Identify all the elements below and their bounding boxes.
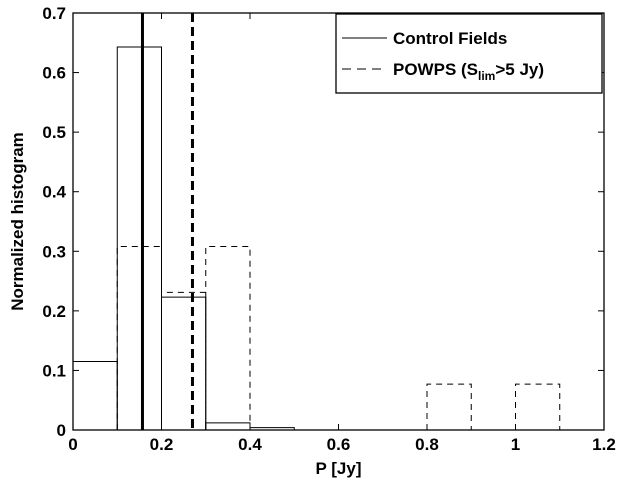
y-tick-label-0: 0: [57, 421, 66, 440]
x-tick-label-1: 0.2: [150, 435, 174, 454]
legend-box: [335, 13, 603, 94]
y-tick-label-3: 0.3: [42, 242, 66, 261]
x-tick-label-0: 0: [68, 435, 77, 454]
legend-label-powps: POWPS (Slim>5 Jy): [393, 60, 544, 83]
x-tick-label-4: 0.8: [415, 435, 439, 454]
legend-label-control-fields: Control Fields: [393, 29, 507, 48]
hist-bar-s0-b1: [116, 46, 162, 430]
axis-ticks: 0 0.2 0.4 0.6 0.8 1 1.2 0 0.1 0.2 0.3 0.4 0.5 0.6 0.7: [42, 4, 615, 454]
hist-bar-s1-b3: [205, 246, 251, 430]
hist-bar-s1-b8: [426, 383, 472, 430]
y-tick-label-7: 0.7: [42, 4, 66, 23]
legend: Control Fields POWPS (Slim>5 Jy): [335, 13, 603, 94]
median-lines: [140, 13, 194, 430]
legend-label-powps-main: POWPS (S: [393, 60, 478, 79]
y-tick-label-4: 0.4: [42, 183, 66, 202]
legend-label-powps-tail: >5 Jy): [495, 60, 544, 79]
y-tick-label-1: 0.1: [42, 361, 66, 380]
legend-label-powps-sub: lim: [478, 69, 495, 83]
x-tick-label-5: 1: [511, 435, 520, 454]
y-tick-label-2: 0.2: [42, 302, 66, 321]
y-tick-label-6: 0.6: [42, 64, 66, 83]
y-axis-label: Normalized histogram: [8, 132, 27, 311]
hist-bar-s1-b2: [161, 291, 207, 430]
x-tick-label-2: 0.4: [238, 435, 262, 454]
series-1: [116, 246, 561, 430]
x-axis-label: P [Jy]: [316, 459, 362, 478]
hist-bar-s1-b10: [515, 383, 561, 430]
x-tick-label-6: 1.2: [592, 435, 616, 454]
histogram-layer: [72, 46, 561, 430]
y-tick-label-5: 0.5: [42, 123, 66, 142]
x-tick-label-3: 0.6: [327, 435, 351, 454]
